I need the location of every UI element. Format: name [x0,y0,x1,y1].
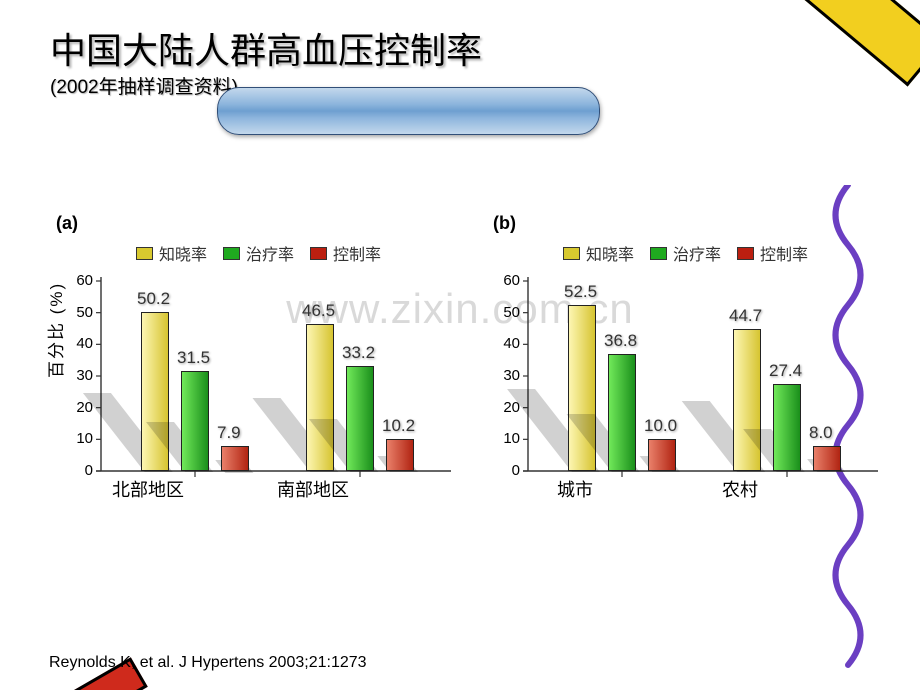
bar-value-label: 46.5 [302,301,335,321]
bar-control [648,439,676,471]
bar-awareness [733,329,761,471]
legend-item-treatment: 治疗率 [650,241,721,265]
bar-value-label: 52.5 [564,282,597,302]
y-tick-label: 20 [490,399,520,416]
category-label: 城市 [495,476,655,502]
legend-item-awareness: 知晓率 [136,241,207,265]
crayon-decor-top-right [752,0,920,86]
y-tick-label: 40 [490,335,520,352]
bar-control [813,446,841,471]
legend-label: 知晓率 [586,241,634,265]
legend-item-control: 控制率 [310,241,381,265]
legend-item-treatment: 治疗率 [223,241,294,265]
citation-text: Reynolds K, et al. J Hypertens 2003;21:1… [49,654,367,672]
panel-b-label: (b) [493,213,516,234]
y-tick-label: 60 [490,272,520,289]
legend-a: 知晓率 治疗率 控制率 [136,241,381,265]
legend-item-awareness: 知晓率 [563,241,634,265]
legend-swatch [563,247,580,260]
legend-swatch [310,247,327,260]
legend-swatch [136,247,153,260]
y-tick-label: 40 [63,335,93,352]
category-label: 南部地区 [233,476,393,502]
bar-value-label: 10.2 [382,416,415,436]
legend-label: 治疗率 [246,241,294,265]
bar-value-label: 31.5 [177,348,210,368]
legend-swatch [650,247,667,260]
bar-treatment [773,384,801,471]
legend-swatch [737,247,754,260]
legend-swatch [223,247,240,260]
chart-panel-a: (a) 知晓率 治疗率 控制率 百分比 (%) 010203040506050.… [48,208,453,513]
y-axis-title: 百分比 (%) [42,282,67,378]
bar-treatment [181,371,209,471]
y-tick-label: 30 [63,367,93,384]
y-tick-label: 50 [63,304,93,321]
legend-label: 知晓率 [159,241,207,265]
category-label: 北部地区 [68,476,228,502]
bar-control [221,446,249,471]
title-pill-decor [217,87,600,135]
page-title: 中国大陆人群高血压控制率 [50,22,482,74]
plot-area-b: 010203040506052.536.810.044.727.48.0 [528,281,878,471]
y-tick-label: 30 [490,367,520,384]
bar-value-label: 36.8 [604,331,637,351]
chart-panel-b: (b) 知晓率 治疗率 控制率 010203040506052.536.810.… [475,208,880,513]
legend-label: 控制率 [333,241,381,265]
bar-value-label: 44.7 [729,306,762,326]
bar-value-label: 33.2 [342,343,375,363]
page-subtitle: (2002年抽样调查资料) [50,72,238,99]
bar-value-label: 7.9 [217,423,241,443]
y-tick-label: 60 [63,272,93,289]
legend-item-control: 控制率 [737,241,808,265]
bar-control [386,439,414,471]
category-label: 农村 [660,476,820,502]
legend-b: 知晓率 治疗率 控制率 [563,241,808,265]
bar-value-label: 8.0 [809,423,833,443]
bar-treatment [346,366,374,471]
legend-label: 治疗率 [673,241,721,265]
plot-area-a: 010203040506050.231.57.946.533.210.2 [101,281,451,471]
bar-treatment [608,354,636,471]
bar-awareness [306,324,334,471]
panel-a-label: (a) [56,213,78,234]
y-tick-label: 10 [63,430,93,447]
bar-value-label: 10.0 [644,416,677,436]
legend-label: 控制率 [760,241,808,265]
y-tick-label: 10 [490,430,520,447]
y-tick-label: 50 [490,304,520,321]
bar-value-label: 27.4 [769,361,802,381]
bar-value-label: 50.2 [137,289,170,309]
